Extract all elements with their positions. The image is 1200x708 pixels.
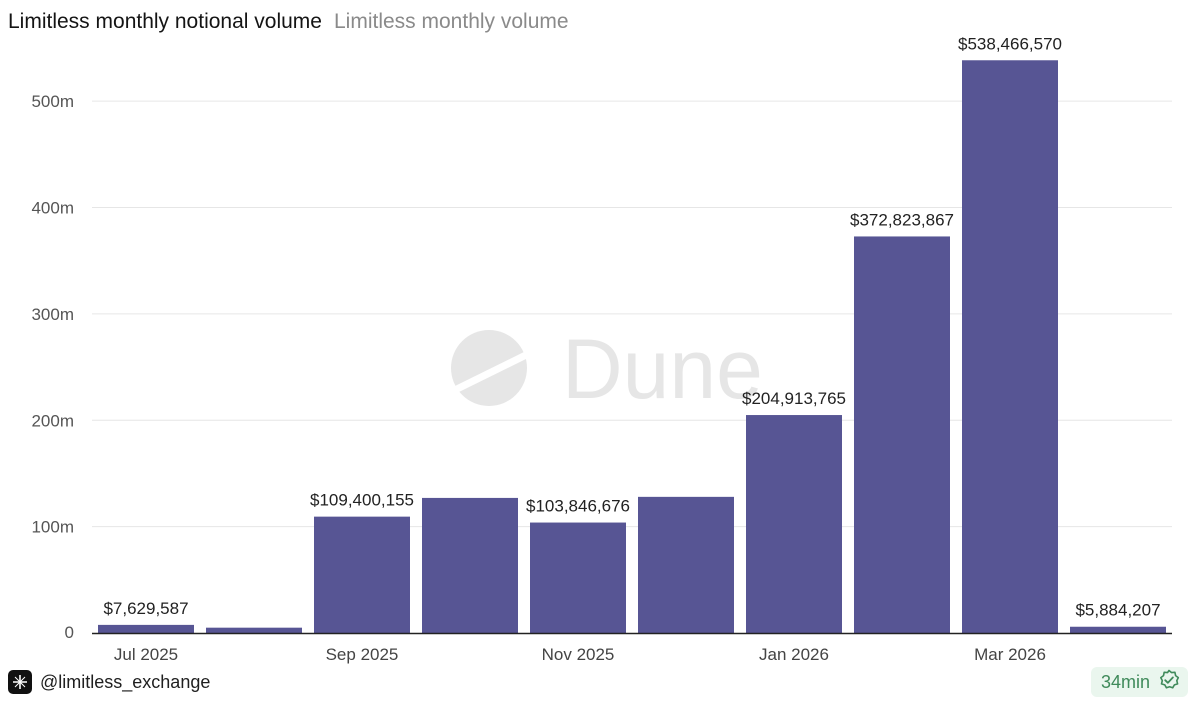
dune-watermark-icon [451,330,527,406]
x-axis-ticks: Jul 2025 Sep 2025 Nov 2025 Jan 2026 Mar 2026 [114,645,1046,664]
bar[interactable] [638,496,734,633]
dune-watermark: Dune [451,322,763,416]
footer: @limitless_exchange [8,668,210,696]
y-axis-ticks: 0 100m 200m 300m 400m 500m [31,92,74,642]
creator-handle[interactable]: @limitless_exchange [40,671,211,692]
dune-watermark-icon-stripe [455,350,528,392]
data-label: $103,846,676 [526,497,630,516]
bar[interactable] [746,415,842,633]
dune-watermark-text: Dune [562,322,763,416]
data-label: $7,629,587 [103,599,188,618]
freshness-badge[interactable]: 34min [1090,667,1188,697]
limitless-logo-icon [8,670,32,694]
data-label: $109,400,155 [310,491,414,510]
bar[interactable] [854,236,950,633]
chart-title: Limitless monthly notional volume [8,10,322,33]
bar[interactable] [98,624,194,633]
y-tick-label: 200m [31,411,74,430]
bar[interactable] [962,60,1058,633]
bar[interactable] [422,497,518,633]
y-tick-label: 300m [31,305,74,324]
y-tick-label: 400m [31,199,74,218]
y-tick-label: 500m [31,92,74,111]
data-label: $372,823,867 [850,210,954,229]
data-label: $204,913,765 [742,389,846,408]
x-tick-label: Jul 2025 [114,645,178,664]
data-label: $5,884,207 [1075,601,1160,620]
bars [98,60,1166,633]
data-label: $538,466,570 [958,34,1062,53]
y-tick-label: 100m [31,518,74,537]
freshness-text: 34min [1100,671,1150,692]
x-tick-label: Sep 2025 [326,645,399,664]
check-badge-icon [1158,669,1180,696]
x-tick-label: Nov 2025 [542,645,615,664]
bar[interactable] [314,516,410,633]
data-labels: $7,629,587 $109,400,155 $103,846,676 $204,9… [103,34,1160,619]
x-tick-label: Mar 2026 [974,645,1046,664]
bar[interactable] [1070,626,1166,633]
chart-subtitle: Limitless monthly volume [333,10,569,33]
bar[interactable] [206,627,302,633]
bar[interactable] [530,522,626,633]
x-tick-label: Jan 2026 [759,645,829,664]
y-tick-label: 0 [65,623,74,642]
chart-header: Limitless monthly notional volume Limitl… [8,10,569,40]
